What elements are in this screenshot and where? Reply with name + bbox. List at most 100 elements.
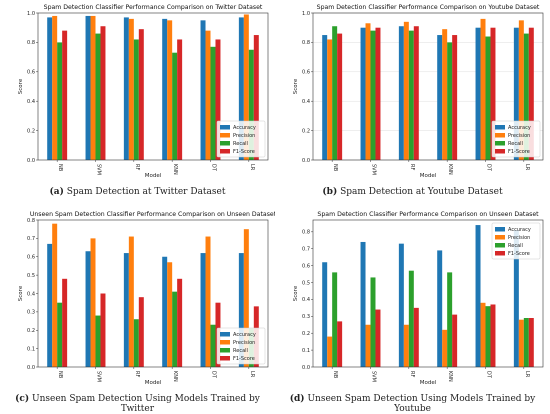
caption-b-text: Spam Detection at Youtube Dataset [340,187,503,197]
legend-label-precision: Precision [508,235,530,241]
bar-svm-f1-score [375,27,381,161]
bar-knn-precision [167,20,173,160]
bar-knn-recall [172,52,178,160]
legend-label-precision: Precision [233,340,255,346]
y-tick-label: 0.8 [27,218,35,224]
y-tick-label: 0.6 [302,70,310,76]
bar-svm-precision [365,324,371,367]
bar-dt-recall [485,36,491,160]
x-tick-label: DT [211,371,217,379]
bar-lr-accuracy [238,253,244,367]
y-tick-label: 0.6 [302,263,310,269]
bar-dt-f1-score [215,39,221,160]
bar-dt-accuracy [200,20,206,160]
y-tick-label: 0.0 [27,158,35,164]
bar-dt-precision [480,302,486,367]
bar-knn-precision [442,29,448,161]
legend-label-accuracy: Accuracy [233,125,256,131]
bar-nb-accuracy [322,35,328,160]
chart-panel-youtube: Spam Detection Classifier Performance Co… [275,0,550,207]
bar-knn-f1-score [177,39,183,160]
legend: Accuracy Precision Recall F1-Score [491,120,541,158]
bar-rf-f1-score [413,307,419,367]
bar-knn-f1-score [177,278,183,367]
bar-svm-recall [370,30,376,160]
bar-dt-accuracy [475,225,481,367]
chart-unseen-youtube: Spam Detection Classifier Performance Co… [293,211,544,386]
legend-swatch-recall [220,141,230,146]
legend: Accuracy Precision Recall F1-Score [491,222,541,260]
bar-rf-recall [133,39,139,160]
x-tick-label: NB [57,164,63,172]
bar-lr-precision [243,229,249,367]
caption-d-text: Unseen Spam Detection Using Models Train… [307,394,536,414]
chart-title: Spam Detection Classifier Performance Co… [317,211,539,218]
legend-swatch-f1-score [495,251,505,256]
x-tick-label: NB [332,164,338,172]
bar-nb-precision [327,336,333,367]
caption-b-letter: (b) [322,187,338,197]
caption-a-letter: (a) [49,187,64,197]
bar-rf-accuracy [398,26,404,161]
x-tick-label: KNN [172,371,178,382]
bar-dt-accuracy [200,253,206,367]
chart-panel-unseen-youtube: Spam Detection Classifier Performance Co… [275,207,550,414]
bar-svm-precision [90,238,96,367]
x-tick-label: RF [134,164,140,170]
bar-dt-f1-score [490,304,496,367]
bar-rf-precision [128,236,134,367]
bar-dt-precision [205,30,211,160]
x-tick-label: RF [409,164,415,170]
chart-title: Unseen Spam Detection Classifier Perform… [30,211,275,218]
bar-rf-accuracy [123,253,129,367]
legend-box [216,327,266,365]
bar-svm-recall [95,315,101,367]
y-tick-label: 0.5 [27,273,35,279]
y-tick-label: 0.2 [302,128,310,134]
legend: Accuracy Precision Recall F1-Score [216,120,266,158]
bar-rf-f1-score [138,297,144,367]
caption-c: (c) Unseen Spam Detection Using Models T… [0,394,275,414]
bar-lr-accuracy [513,230,519,367]
bar-rf-recall [133,319,139,367]
legend-swatch-precision [220,133,230,138]
legend-swatch-accuracy [220,125,230,130]
plot-frame [312,219,544,368]
bar-lr-precision [518,319,524,367]
chart-title: Spam Detection Classifier Performance Co… [44,4,263,11]
y-tick-label: 0.1 [302,348,310,354]
bar-knn-accuracy [162,256,168,367]
bar-lr-recall [523,318,529,367]
y-tick-label: 0.6 [27,70,35,76]
bar-nb-precision [327,39,333,160]
bar-rf-precision [128,18,134,160]
bar-svm-accuracy [360,27,366,161]
bar-lr-f1-score [528,27,534,161]
x-tick-label: LR [249,371,255,378]
legend-swatch-precision [495,235,505,240]
bar-rf-accuracy [123,17,129,160]
legend-swatch-precision [495,133,505,138]
legend-swatch-recall [220,348,230,353]
bar-svm-accuracy [85,15,91,160]
caption-b: (b) Spam Detection at Youtube Dataset [275,187,550,197]
bar-lr-accuracy [238,17,244,160]
legend-box [216,120,266,158]
bar-svm-precision [365,23,371,161]
x-tick-label: NB [332,371,338,379]
y-tick-label: 0.7 [27,236,35,242]
chart-panel-unseen-twitter: Unseen Spam Detection Classifier Perform… [0,207,275,414]
legend-label-f1-score: F1-Score [233,356,255,362]
y-tick-label: 0.3 [302,314,310,320]
bar-lr-f1-score [528,318,534,367]
bar-svm-precision [90,15,96,160]
legend-label-accuracy: Accuracy [233,332,256,338]
x-tick-label: DT [211,164,217,172]
x-axis-label: Model [420,380,437,386]
y-tick-label: 0.4 [302,99,310,105]
y-axis-label: Score [18,78,24,94]
bar-rf-recall [408,270,414,367]
bar-knn-precision [167,262,173,367]
bar-knn-recall [172,291,178,367]
bar-knn-recall [447,42,453,160]
